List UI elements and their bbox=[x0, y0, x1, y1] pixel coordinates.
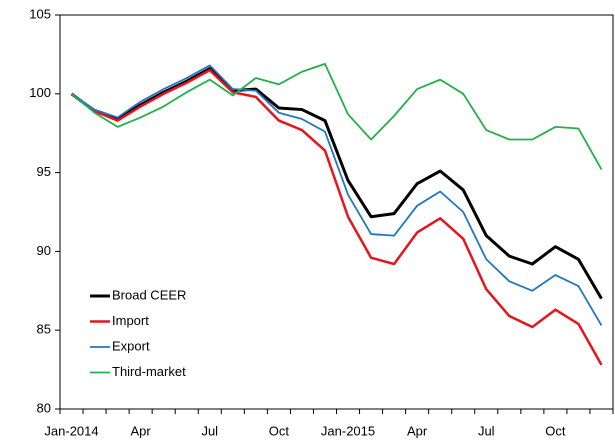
legend-label: Broad CEER bbox=[112, 287, 186, 302]
series-line bbox=[71, 64, 603, 326]
legend-label: Import bbox=[112, 313, 149, 328]
legend-label: Third-market bbox=[112, 364, 186, 379]
y-tick-label: 85 bbox=[37, 322, 51, 337]
x-tick-label: Oct bbox=[545, 423, 566, 438]
x-tick-label: Jul bbox=[478, 423, 495, 438]
y-tick-label: 80 bbox=[37, 400, 51, 415]
x-tick-label: Jan-2014 bbox=[44, 423, 98, 438]
legend-label: Export bbox=[112, 338, 150, 353]
x-tick-label: Apr bbox=[407, 423, 428, 438]
x-tick-label: Jan-2015 bbox=[321, 423, 375, 438]
series-line bbox=[70, 62, 603, 170]
x-tick-label: Oct bbox=[269, 423, 290, 438]
y-tick-label: 95 bbox=[37, 164, 51, 179]
x-tick-label: Jul bbox=[201, 423, 218, 438]
y-tick-label: 90 bbox=[37, 243, 51, 258]
y-tick-label: 100 bbox=[29, 85, 51, 100]
series-line bbox=[70, 67, 603, 300]
x-tick-label: Apr bbox=[131, 423, 152, 438]
y-tick-label: 105 bbox=[29, 6, 51, 21]
series-line bbox=[70, 68, 603, 366]
